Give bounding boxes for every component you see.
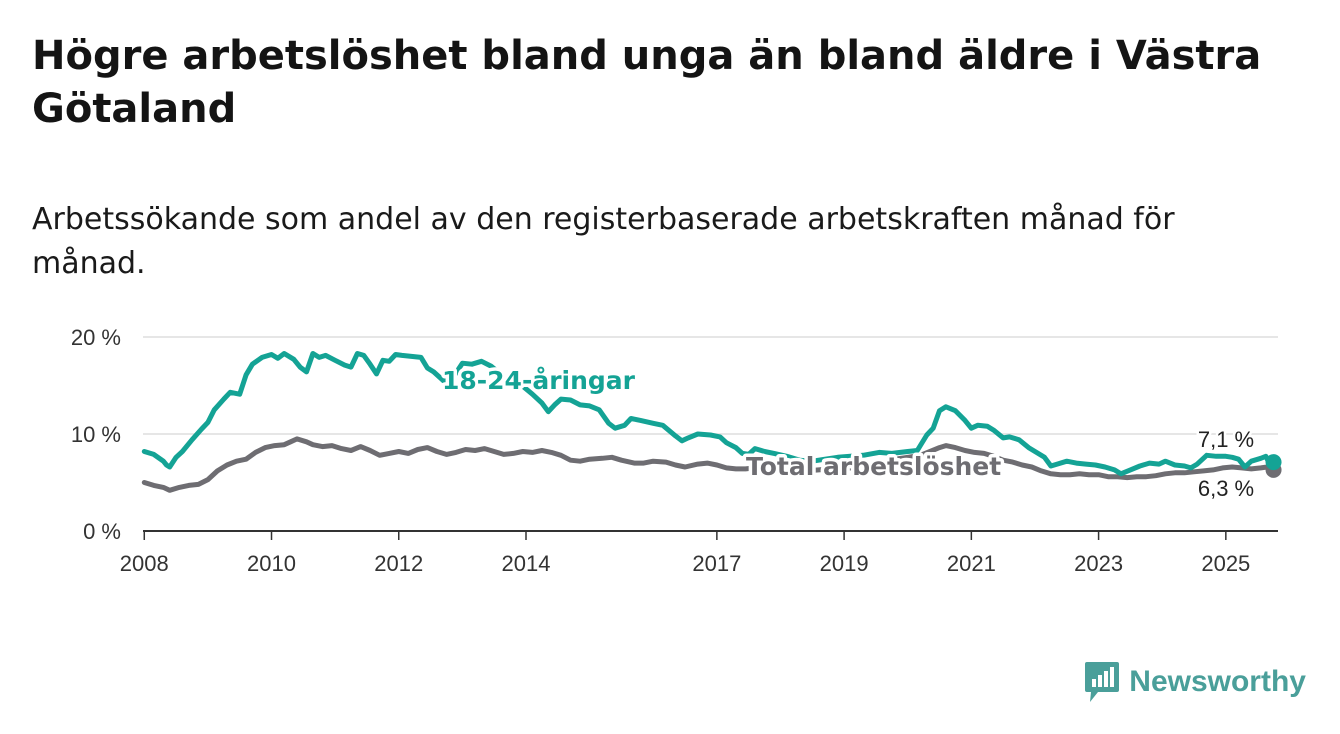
end-value-label: 7,1 % [1198,427,1254,452]
newsworthy-brand[interactable]: Newsworthy [1084,660,1306,704]
chart-subtitle: Arbetssökande som andel av den registerb… [32,202,1175,281]
x-tick-label: 2021 [947,551,996,576]
y-tick-label: 10 % [71,422,121,447]
x-tick-label: 2008 [120,551,169,576]
end-value-label: 6,3 % [1198,476,1254,501]
series-end-point [1265,454,1282,471]
x-tick-label: 2025 [1201,551,1250,576]
series-line [141,351,1276,477]
x-tick-label: 2017 [692,551,741,576]
x-tick-label: 2014 [502,551,551,576]
series-label: 18-24-åringar [442,366,636,395]
y-tick-label: 0 % [83,519,121,544]
x-tick-label: 2019 [820,551,869,576]
newsworthy-logo-icon [1085,662,1120,702]
chart-title: Högre arbetslöshet bland unga än bland ä… [32,33,1262,132]
series-line [141,436,1276,493]
y-tick-label: 20 % [71,325,121,350]
series-label: Total arbetslöshet [746,452,1001,481]
x-tick-label: 2012 [374,551,423,576]
x-tick-label: 2010 [247,551,296,576]
x-tick-label: 2023 [1074,551,1123,576]
brand-name: Newsworthy [1129,665,1306,698]
